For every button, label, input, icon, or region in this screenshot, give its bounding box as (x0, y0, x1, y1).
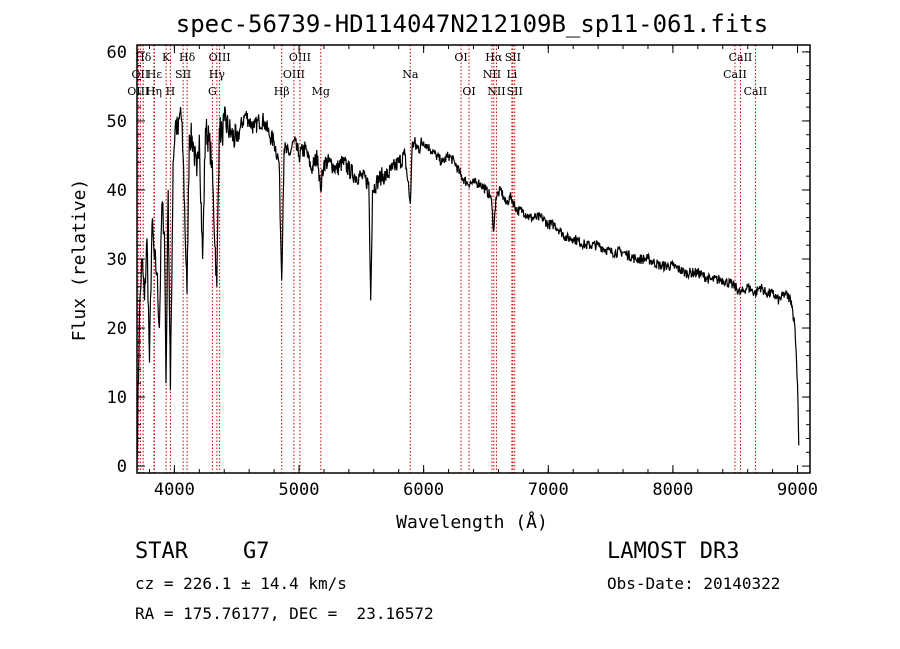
line-label: OI (462, 85, 475, 98)
line-label: H (166, 85, 176, 98)
x-tick-label: 9000 (777, 480, 818, 500)
y-tick-label: 60 (107, 43, 127, 63)
y-tick-label: 20 (107, 319, 127, 339)
y-tick-label: 50 (107, 112, 127, 132)
chart-title: spec-56739-HD114047N212109B_sp11-061.fit… (176, 10, 768, 38)
line-label: SII (505, 51, 521, 64)
y-tick-label: 40 (107, 181, 127, 201)
line-label: SII (175, 68, 191, 81)
line-label: NII (487, 85, 505, 98)
line-label: OIII (289, 51, 311, 64)
y-tick-label: 10 (107, 388, 127, 408)
emission-line-markers (137, 45, 756, 473)
observation-date: Obs-Date: 20140322 (607, 574, 781, 593)
line-label: OIII (127, 85, 149, 98)
x-tick-label: 6000 (403, 480, 444, 500)
line-label: Hγ (209, 68, 226, 81)
object-subclass: G7 (243, 539, 270, 564)
x-tick-label: 8000 (652, 480, 693, 500)
x-tick-label: 5000 (279, 480, 320, 500)
line-label: OIII (283, 68, 305, 81)
line-label: CaII (723, 68, 747, 81)
plot-frame (136, 44, 811, 474)
object-class: STAR (135, 539, 188, 564)
survey-release: LAMOST DR3 (607, 539, 740, 564)
line-label: Na (402, 68, 419, 81)
emission-line-labels: Hδ OII OIII K Hε Hη Hδ SII H OIII Hγ G OIII OIII Hβ Mg N… (127, 51, 767, 98)
spectrum-series-line (136, 106, 800, 460)
coordinates: RA = 175.76177, DEC = 23.16572 (135, 604, 434, 623)
line-label: OII (132, 68, 150, 81)
y-tick-label: 30 (107, 250, 127, 270)
line-label: OIII (209, 51, 231, 64)
x-axis-label: Wavelength (Å) (396, 511, 548, 533)
line-label: G (208, 85, 217, 98)
line-label: Mg (312, 85, 330, 98)
line-label: Hη (146, 85, 162, 98)
line-label: CaII (744, 85, 768, 98)
x-axis-ticks: 4000 5000 6000 7000 8000 9000 (148, 45, 818, 500)
line-label: SII (507, 85, 523, 98)
y-axis-label: Flux (relative) (69, 179, 90, 342)
line-label: Li (506, 68, 517, 81)
y-tick-label: 0 (117, 457, 127, 477)
line-label: Hα (485, 51, 503, 64)
line-label: CaII (729, 51, 753, 64)
line-label: Hδ (179, 51, 196, 64)
x-tick-label: 4000 (154, 480, 195, 500)
line-label: Hε (147, 68, 163, 81)
line-label: K (162, 51, 171, 64)
redshift-velocity: cz = 226.1 ± 14.4 km/s (135, 574, 347, 593)
line-label: Hβ (274, 85, 290, 98)
line-label: Hδ (135, 51, 152, 64)
line-label: NII (483, 68, 501, 81)
x-tick-label: 7000 (528, 480, 569, 500)
y-axis-ticks: 0 10 20 30 40 50 60 (107, 43, 810, 477)
line-label: OI (454, 51, 467, 64)
